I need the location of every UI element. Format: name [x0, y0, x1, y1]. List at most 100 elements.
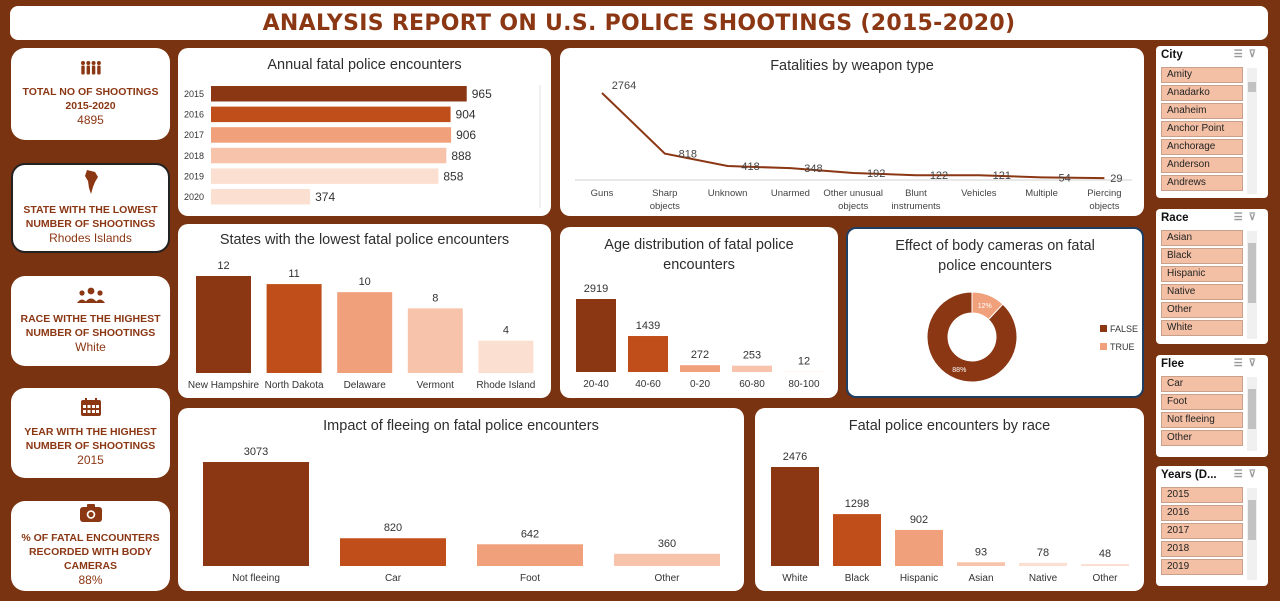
legend-swatch — [1100, 343, 1107, 350]
slicer-item[interactable]: Not fleeing — [1161, 412, 1243, 428]
category-label: Piercing — [1087, 188, 1121, 199]
bar — [732, 365, 772, 372]
slicer-title: Race — [1161, 212, 1189, 224]
bar — [833, 514, 881, 566]
bar — [477, 544, 583, 566]
category-label: objects — [650, 201, 680, 212]
category-label: 0-20 — [690, 379, 710, 390]
kpi-highest-year: YEAR WITH THE HIGHEST NUMBER OF SHOOTING… — [11, 388, 170, 478]
slicer-scrollbar[interactable] — [1247, 68, 1257, 194]
data-label: 1298 — [845, 498, 869, 510]
slicer-item[interactable]: Anadarko — [1161, 85, 1243, 101]
category-label: Other — [654, 573, 680, 584]
slicer-item[interactable]: Native — [1161, 284, 1243, 300]
donut-slice — [926, 291, 1018, 383]
slicer-item[interactable]: Anchorage — [1161, 139, 1243, 155]
kpi-total-shootings: TOTAL NO OF SHOOTINGS 2015-2020 4895 — [11, 48, 170, 140]
slicer-scrollbar[interactable] — [1247, 231, 1257, 339]
multi-select-icon[interactable]: ☰ — [1233, 469, 1249, 480]
data-label: 12% — [978, 303, 992, 310]
bar — [628, 336, 668, 372]
slicer-item[interactable]: Asian — [1161, 230, 1243, 246]
slicer-item[interactable]: Amity — [1161, 67, 1243, 83]
clear-filter-icon[interactable]: ⊽ — [1248, 49, 1262, 60]
slicer-item[interactable]: Andrews — [1161, 175, 1243, 191]
category-label: Other unusual — [823, 188, 883, 199]
dashboard-title-bar: ANALYSIS REPORT ON U.S. POLICE SHOOTINGS… — [10, 6, 1268, 40]
clear-filter-icon[interactable]: ⊽ — [1248, 212, 1262, 223]
category-label: New Hampshire — [188, 380, 260, 391]
bar — [337, 292, 393, 373]
clear-filter-icon[interactable]: ⊽ — [1248, 358, 1262, 369]
kpi-label-line: CAMERAS — [63, 560, 118, 572]
bar — [407, 308, 463, 373]
clear-filter-icon[interactable]: ⊽ — [1248, 469, 1262, 480]
bar — [478, 340, 534, 373]
data-label: 2764 — [612, 80, 636, 92]
slicer-item[interactable]: White — [1161, 320, 1243, 336]
panel-fleeing-impact: Impact of fleeing on fatal police encoun… — [178, 408, 744, 591]
slicer-item[interactable]: Anaheim — [1161, 103, 1243, 119]
annual-bar-chart: 2015 965 2016 904 2017 906 2018 888 2019 858 2020 3… — [184, 85, 541, 208]
slicer-item[interactable]: 2015 — [1161, 487, 1243, 503]
category-label: Delaware — [344, 380, 387, 391]
slicer-city[interactable]: City ☰⊽ Amity Anadarko Anaheim Anchor Po… — [1156, 46, 1268, 198]
chart-title: Annual fatal police encounters — [267, 57, 462, 73]
slicer-scrollbar[interactable] — [1247, 377, 1257, 451]
panel-age-distribution: Age distribution of fatal police encount… — [560, 227, 838, 398]
category-label: 60-80 — [739, 379, 765, 390]
series-line — [601, 92, 1105, 180]
category-label: Unknown — [708, 188, 748, 199]
group-icon — [76, 287, 106, 308]
category-label: 2015 — [184, 89, 204, 99]
kpi-label-line: YEAR WITH THE HIGHEST — [24, 426, 157, 438]
category-label: Native — [1029, 573, 1058, 584]
slicer-item[interactable]: Other — [1161, 430, 1243, 446]
slicer-item[interactable]: Anchor Point — [1161, 121, 1243, 137]
data-label: 272 — [691, 349, 709, 361]
bar — [211, 86, 467, 102]
data-label: 88% — [952, 367, 966, 374]
multi-select-icon[interactable]: ☰ — [1233, 49, 1249, 60]
legend-label: FALSE — [1110, 324, 1138, 334]
slicer-item[interactable]: 2018 — [1161, 541, 1243, 557]
data-label: 642 — [521, 528, 539, 540]
data-label: 904 — [456, 108, 476, 122]
slicer-flee[interactable]: Flee ☰⊽ Car Foot Not fleeing Other — [1156, 355, 1268, 457]
slicer-item[interactable]: Foot — [1161, 394, 1243, 410]
slicer-item[interactable]: 2019 — [1161, 559, 1243, 575]
slicer-item[interactable]: Other — [1161, 302, 1243, 318]
data-label: 78 — [1037, 547, 1049, 559]
slicer-years[interactable]: Years (D... ☰⊽ 2015 2016 2017 2018 2019 — [1156, 466, 1268, 586]
slicer-item[interactable]: 2017 — [1161, 523, 1243, 539]
legend-label: TRUE — [1110, 342, 1135, 352]
slicer-race[interactable]: Race ☰⊽ Asian Black Hispanic Native Othe… — [1156, 209, 1268, 344]
slicer-item[interactable]: 2016 — [1161, 505, 1243, 521]
slicer-scrollbar[interactable] — [1247, 488, 1257, 580]
data-label: 965 — [472, 87, 492, 101]
slicer-item[interactable]: Anderson — [1161, 157, 1243, 173]
data-label: 820 — [384, 522, 402, 534]
category-label: objects — [838, 201, 868, 212]
bar — [211, 168, 439, 184]
category-label: 20-40 — [583, 379, 609, 390]
slicer-item[interactable]: Hispanic — [1161, 266, 1243, 282]
category-label: 40-60 — [635, 379, 661, 390]
legend-swatch — [1100, 325, 1107, 332]
slicer-title: Flee — [1161, 358, 1185, 370]
slicer-item[interactable]: Black — [1161, 248, 1243, 264]
flee-bar-chart: 3073 Not fleeing 820 Car 642 Foot 360 Other — [203, 446, 720, 584]
kpi-value: 2015 — [77, 453, 104, 467]
slicer-item[interactable]: Car — [1161, 376, 1243, 392]
multi-select-icon[interactable]: ☰ — [1233, 358, 1249, 369]
category-label: 2018 — [184, 151, 204, 161]
age-bar-chart: 2919 20-40 1439 40-60 272 0-20 253 60-80 12 80-10… — [576, 283, 824, 390]
data-label: 374 — [315, 190, 335, 204]
multi-select-icon[interactable]: ☰ — [1233, 212, 1249, 223]
category-label: Sharp — [652, 188, 677, 199]
data-label: 253 — [743, 350, 761, 362]
data-label: 888 — [451, 149, 471, 163]
bar — [1019, 562, 1067, 566]
category-label: 2019 — [184, 171, 204, 181]
category-label: Not fleeing — [232, 573, 280, 584]
